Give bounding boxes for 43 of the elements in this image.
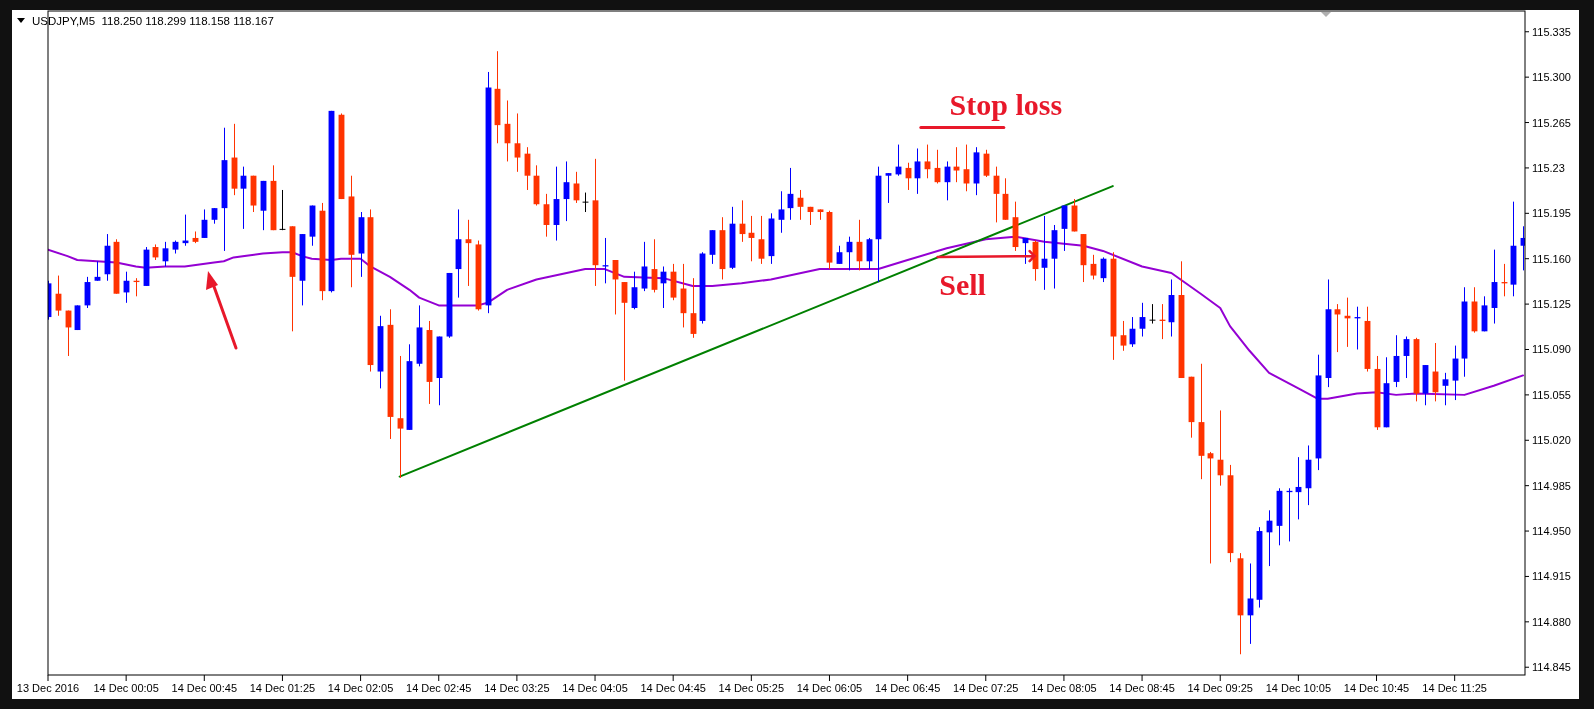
- x-tick-label: 14 Dec 02:05: [327, 682, 394, 694]
- x-tick-label: 14 Dec 00:05: [93, 682, 159, 694]
- x-tick-label: 14 Dec 05:25: [718, 682, 785, 694]
- y-tick-label: 115.125: [1532, 298, 1571, 311]
- x-tick-label: 14 Dec 03:25: [484, 682, 550, 694]
- x-tick-label: 14 Dec 06:05: [796, 682, 863, 694]
- annotation: Stop loss: [949, 88, 1063, 122]
- annotation: Sell: [939, 267, 986, 301]
- x-tick-label: 14 Dec 08:05: [1031, 682, 1097, 694]
- x-tick-label: 14 Dec 11:25: [1422, 682, 1487, 694]
- y-tick-label: 114.985: [1532, 479, 1571, 492]
- x-tick-label: 14 Dec 04:05: [562, 682, 628, 694]
- y-tick-label: 115.300: [1532, 71, 1571, 84]
- x-tick-label: 14 Dec 07:25: [953, 682, 1019, 694]
- y-tick-label: 115.090: [1532, 343, 1571, 356]
- chart-title: USDJPY,M5 118.250 118.299 118.158 118.167: [32, 15, 274, 27]
- y-tick-label: 114.880: [1532, 615, 1571, 628]
- x-tick-label: 14 Dec 10:45: [1343, 682, 1410, 694]
- x-tick-label: 14 Dec 06:45: [874, 682, 941, 694]
- y-tick-label: 115.055: [1532, 388, 1571, 401]
- x-tick-label: 14 Dec 08:45: [1109, 682, 1175, 694]
- y-tick-label: 115.020: [1532, 434, 1571, 447]
- y-tick-label: 115.23: [1532, 161, 1565, 174]
- x-tick-label: 14 Dec 09:25: [1187, 682, 1253, 694]
- x-tick-label: 14 Dec 02:45: [406, 682, 472, 694]
- y-tick-label: 115.335: [1532, 25, 1571, 38]
- line-series: [48, 235, 1525, 400]
- y-tick-label: 114.915: [1532, 570, 1571, 583]
- candlestick: [778, 190, 785, 234]
- y-tick-label: 114.950: [1532, 525, 1571, 538]
- x-tick-label: 14 Dec 00:45: [171, 682, 238, 694]
- y-tick-label: 115.195: [1532, 207, 1571, 220]
- x-tick-label: 14 Dec 10:05: [1265, 682, 1332, 694]
- candlestick: [1120, 320, 1127, 352]
- candlestick: [1442, 372, 1449, 406]
- y-tick-label: 115.160: [1532, 252, 1571, 265]
- candlestick: [397, 355, 404, 479]
- y-tick-label: 114.845: [1532, 661, 1571, 674]
- y-tick-label: 115.265: [1532, 116, 1571, 129]
- x-tick-label: 13 Dec 2016: [16, 682, 80, 694]
- x-tick-label: 14 Dec 04:45: [640, 682, 706, 694]
- candlestick: [885, 172, 892, 204]
- x-tick-label: 14 Dec 01:25: [249, 682, 316, 694]
